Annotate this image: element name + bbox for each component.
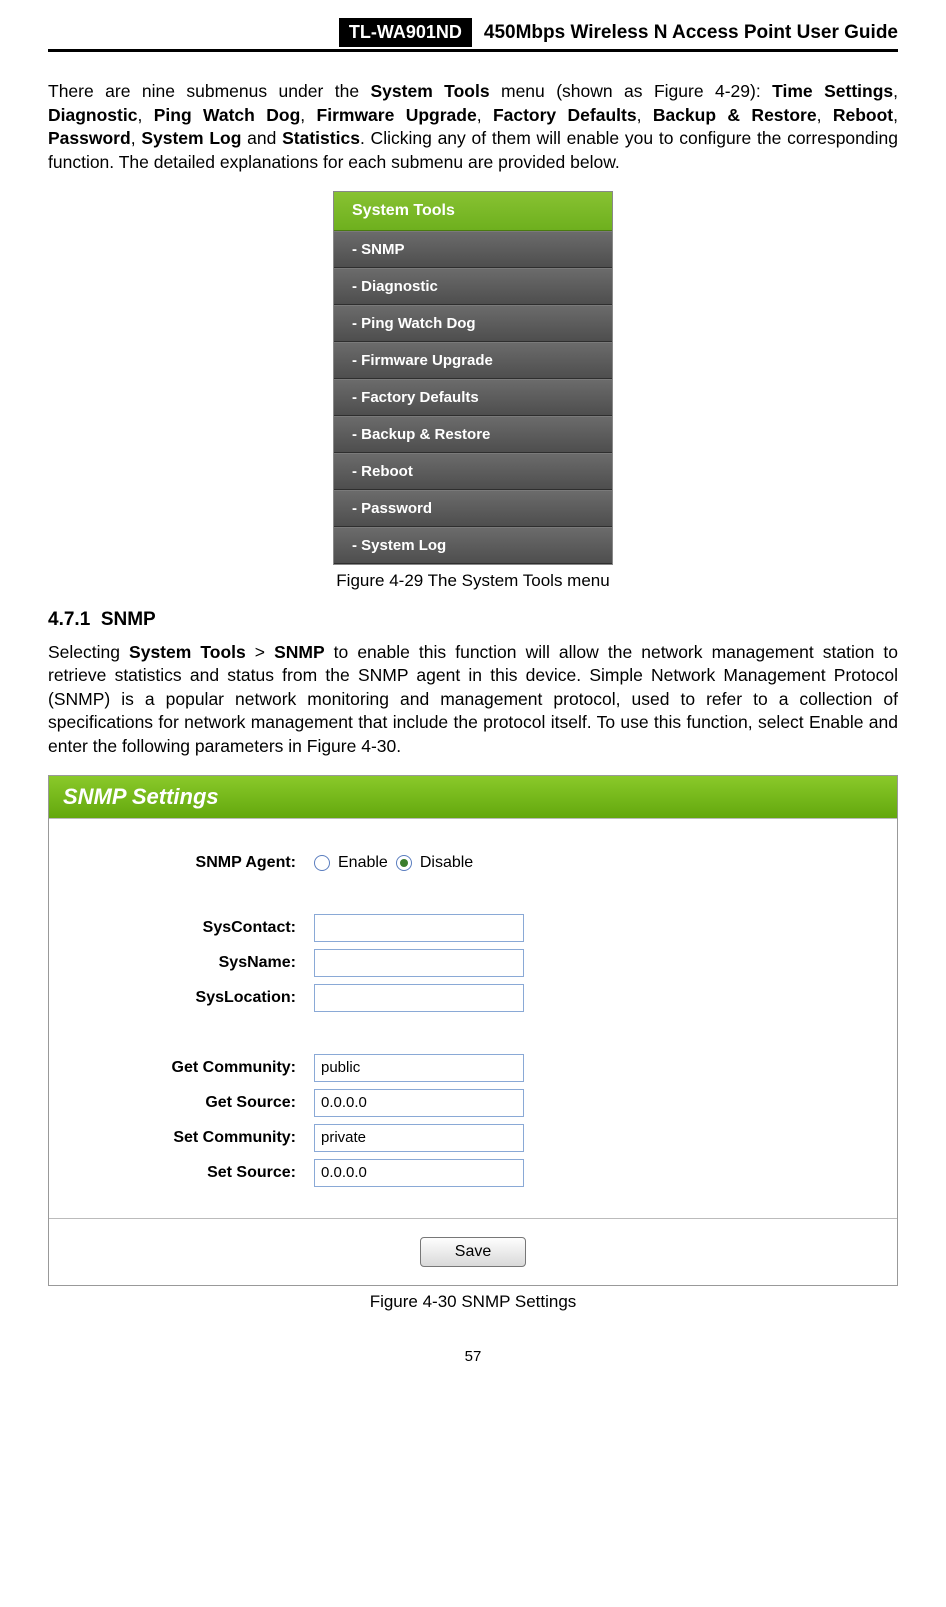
section-heading-snmp: 4.7.1 SNMP [48, 609, 898, 631]
setcommunity-label: Set Community: [49, 1129, 314, 1147]
setcommunity-input[interactable] [314, 1124, 524, 1152]
model-number: TL-WA901ND [339, 18, 472, 47]
radio-disable[interactable] [396, 855, 412, 871]
syscontact-label: SysContact: [49, 919, 314, 937]
page-number: 57 [48, 1348, 898, 1389]
syslocation-input[interactable] [314, 984, 524, 1012]
menu-header[interactable]: System Tools [334, 192, 612, 231]
getcommunity-label: Get Community: [49, 1059, 314, 1077]
guide-title: 450Mbps Wireless N Access Point User Gui… [484, 22, 898, 47]
menu-item-snmp[interactable]: - SNMP [334, 231, 612, 268]
snmp-paragraph: Selecting System Tools > SNMP to enable … [48, 641, 898, 759]
setsource-label: Set Source: [49, 1164, 314, 1182]
sysname-label: SysName: [49, 954, 314, 972]
menu-item-system-log[interactable]: - System Log [334, 527, 612, 564]
snmp-settings-panel: SNMP Settings SNMP Agent: Enable Disable… [48, 775, 898, 1286]
menu-item-password[interactable]: - Password [334, 490, 612, 527]
menu-item-diagnostic[interactable]: - Diagnostic [334, 268, 612, 305]
figure-caption-1: Figure 4-29 The System Tools menu [48, 571, 898, 591]
radio-enable-label: Enable [338, 854, 388, 872]
setsource-input[interactable] [314, 1159, 524, 1187]
radio-enable[interactable] [314, 855, 330, 871]
menu-item-ping-watch-dog[interactable]: - Ping Watch Dog [334, 305, 612, 342]
getsource-input[interactable] [314, 1089, 524, 1117]
intro-paragraph: There are nine submenus under the System… [48, 80, 898, 175]
menu-item-firmware-upgrade[interactable]: - Firmware Upgrade [334, 342, 612, 379]
document-header: TL-WA901ND 450Mbps Wireless N Access Poi… [48, 18, 898, 52]
figure-caption-2: Figure 4-30 SNMP Settings [48, 1292, 898, 1312]
system-tools-menu: System Tools - SNMP - Diagnostic - Ping … [333, 191, 613, 565]
snmp-agent-label: SNMP Agent: [49, 854, 314, 872]
syscontact-input[interactable] [314, 914, 524, 942]
snmp-panel-title: SNMP Settings [49, 776, 897, 819]
figure-system-tools-menu: System Tools - SNMP - Diagnostic - Ping … [48, 191, 898, 565]
menu-item-factory-defaults[interactable]: - Factory Defaults [334, 379, 612, 416]
menu-item-backup-restore[interactable]: - Backup & Restore [334, 416, 612, 453]
getsource-label: Get Source: [49, 1094, 314, 1112]
save-button[interactable]: Save [420, 1237, 526, 1267]
sysname-input[interactable] [314, 949, 524, 977]
syslocation-label: SysLocation: [49, 989, 314, 1007]
menu-item-reboot[interactable]: - Reboot [334, 453, 612, 490]
radio-disable-label: Disable [420, 854, 473, 872]
getcommunity-input[interactable] [314, 1054, 524, 1082]
